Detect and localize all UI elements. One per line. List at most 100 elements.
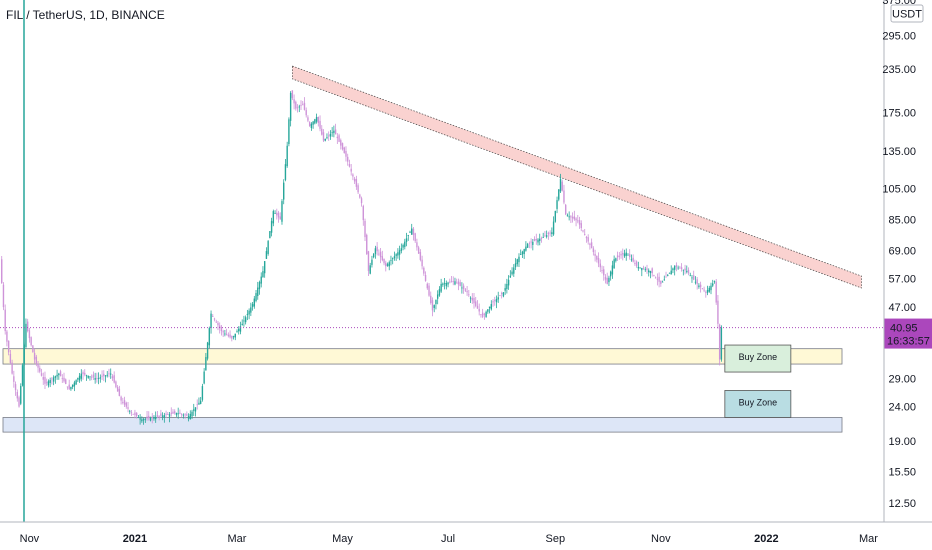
price-candle — [661, 280, 664, 283]
candle-body — [163, 415, 166, 418]
candle-body — [630, 259, 633, 261]
candle-body — [113, 375, 115, 383]
candle-body — [430, 295, 432, 304]
price-candle — [592, 246, 595, 256]
price-candle — [154, 411, 157, 423]
candle-body — [92, 374, 95, 378]
candle-body — [73, 382, 76, 387]
price-candle — [488, 306, 491, 314]
candle-body — [123, 400, 126, 405]
candle-body — [170, 412, 172, 414]
price-candle — [642, 265, 645, 270]
price-candle — [609, 270, 612, 281]
candle-body — [606, 278, 608, 284]
candle-body — [80, 373, 83, 379]
candle-body — [580, 223, 582, 229]
candle-body — [518, 256, 520, 263]
candle-body — [374, 248, 377, 254]
price-candle — [532, 238, 534, 251]
price-candle — [129, 409, 131, 415]
price-candle — [618, 252, 621, 260]
candle-body — [78, 375, 81, 381]
candle-body — [443, 283, 446, 285]
price-candle — [630, 254, 633, 262]
candle-body — [11, 362, 13, 374]
price-candle — [492, 299, 494, 307]
price-candle — [232, 335, 235, 340]
candle-body — [649, 271, 652, 273]
candle-body — [381, 256, 384, 261]
price-candle — [668, 272, 671, 274]
price-candle — [452, 276, 454, 286]
price-axis[interactable]: 375.00 295.00 235.00 175.00 135.00 105.00 85.0… — [882, 0, 924, 522]
price-candle — [443, 278, 446, 290]
price-candle — [257, 281, 259, 300]
candle-body — [13, 376, 15, 382]
candle-body — [542, 237, 544, 238]
candle-body — [227, 334, 230, 337]
candle-body — [613, 259, 615, 269]
price-candle — [431, 297, 434, 317]
price-candle — [336, 133, 339, 145]
candle-body — [556, 200, 558, 209]
price-candle — [352, 173, 354, 181]
price-candle — [40, 368, 43, 377]
price-candle — [103, 370, 105, 382]
candle-body — [87, 375, 89, 378]
x-tick-label: Mar — [859, 533, 878, 545]
price-candle — [575, 217, 577, 227]
price-candle — [673, 265, 676, 276]
candle-body — [680, 267, 683, 269]
price-candle — [417, 245, 420, 254]
unit-badge[interactable]: USDT — [890, 4, 924, 23]
y-tick-label: 15.50 — [888, 466, 916, 478]
price-candle — [400, 243, 403, 254]
candle-body — [549, 232, 551, 234]
price-candle — [578, 216, 581, 229]
candle-body — [262, 271, 264, 278]
price-candle — [424, 271, 427, 282]
candle-body — [334, 129, 337, 135]
price-candle — [193, 403, 195, 416]
price-candle — [212, 313, 214, 318]
price-candle — [327, 131, 330, 141]
price-candle — [191, 409, 193, 419]
price-candle — [30, 336, 32, 347]
price-candle — [175, 412, 178, 417]
price-candle — [4, 304, 6, 335]
candle-body — [715, 281, 717, 303]
price-candle — [495, 295, 498, 309]
buy-zone-label-box — [724, 390, 792, 418]
candle-body — [604, 276, 607, 280]
x-tick-label: Sep — [546, 533, 566, 545]
candle-body — [691, 277, 693, 279]
candle-body — [71, 384, 74, 388]
candle-body — [333, 130, 335, 133]
candle-body — [473, 297, 475, 304]
candle-body — [528, 243, 531, 244]
price-candle — [381, 250, 384, 262]
price-candle — [703, 286, 705, 293]
time-axis[interactable]: Nov 2021 Mar May Jul Sep Nov 2022 Mar — [0, 521, 932, 545]
candle-body — [699, 284, 702, 288]
chart-title: FIL / TetherUS, 1D, BINANCE — [6, 8, 165, 22]
candle-body — [388, 262, 390, 267]
price-candle — [198, 397, 200, 405]
y-tick-label: 57.00 — [888, 274, 916, 286]
price-candle — [641, 267, 643, 277]
candle-body — [263, 261, 266, 274]
candle-body — [239, 326, 242, 332]
candle-body — [362, 206, 364, 221]
price-candle — [44, 371, 46, 389]
price-candle — [305, 107, 307, 118]
candle-body — [400, 248, 403, 251]
candle-body — [718, 324, 721, 360]
price-candle — [265, 247, 268, 259]
price-candle — [372, 252, 375, 259]
price-candle — [651, 267, 653, 277]
candle-body — [122, 402, 124, 403]
candle-body — [689, 275, 691, 277]
price-candle — [599, 259, 601, 273]
